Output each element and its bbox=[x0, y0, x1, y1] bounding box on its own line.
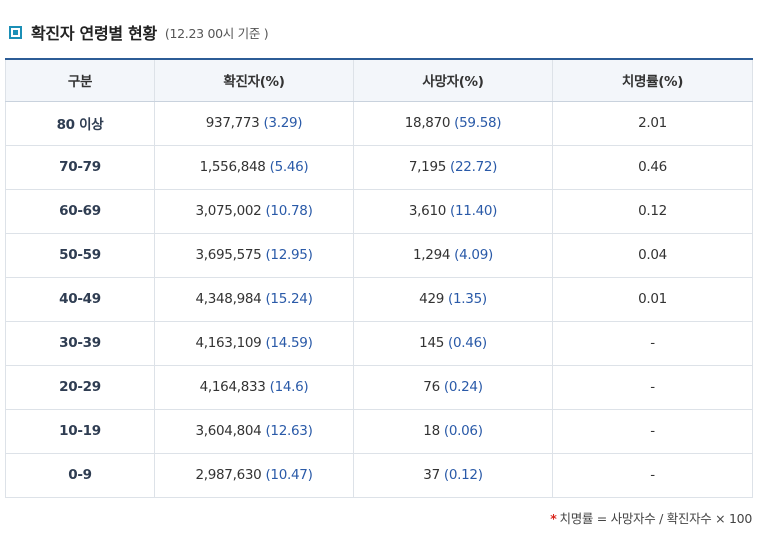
deaths-percent: (22.72) bbox=[450, 159, 498, 175]
cases-percent: (3.29) bbox=[263, 115, 303, 131]
deaths-count: 18,870 bbox=[404, 115, 451, 131]
section-header: 확진자 연령별 현황 (12.23 00시 기준 ) bbox=[9, 20, 269, 44]
cell-fatality-rate: - bbox=[552, 364, 753, 410]
cell-cases: 3,075,002 (10.78) bbox=[154, 188, 354, 234]
column-header-cases: 확진자(%) bbox=[154, 58, 354, 102]
deaths-percent: (59.58) bbox=[454, 115, 502, 131]
cases-percent: (14.6) bbox=[269, 379, 309, 395]
table-row: 20-29 4,164,833 (14.6) 76 (0.24) - bbox=[5, 364, 753, 410]
cell-fatality-rate: 0.46 bbox=[552, 144, 753, 190]
cell-deaths: 18,870 (59.58) bbox=[353, 100, 553, 146]
cell-deaths: 429 (1.35) bbox=[353, 276, 553, 322]
cell-deaths: 76 (0.24) bbox=[353, 364, 553, 410]
cell-deaths: 1,294 (4.09) bbox=[353, 232, 553, 278]
cases-count: 1,556,848 bbox=[199, 159, 266, 175]
deaths-count: 7,195 bbox=[408, 159, 447, 175]
cell-deaths: 7,195 (22.72) bbox=[353, 144, 553, 190]
cell-age-group: 0-9 bbox=[5, 452, 155, 498]
cell-fatality-rate: - bbox=[552, 320, 753, 366]
section-title: 확진자 연령별 현황 bbox=[31, 24, 157, 43]
cases-percent: (10.47) bbox=[265, 467, 313, 483]
footnote: * 치명률 = 사망자수 / 확진자수 × 100 bbox=[550, 508, 752, 527]
cases-count: 3,075,002 bbox=[195, 203, 262, 219]
cases-count: 4,348,984 bbox=[195, 291, 262, 307]
cases-count: 4,163,109 bbox=[195, 335, 262, 351]
cases-percent: (12.63) bbox=[265, 423, 313, 439]
cell-deaths: 18 (0.06) bbox=[353, 408, 553, 454]
deaths-percent: (0.12) bbox=[443, 467, 483, 483]
cell-cases: 4,163,109 (14.59) bbox=[154, 320, 354, 366]
cell-fatality-rate: 2.01 bbox=[552, 100, 753, 146]
cell-age-group: 10-19 bbox=[5, 408, 155, 454]
cell-age-group: 70-79 bbox=[5, 144, 155, 190]
table-body: 80 이상 937,773 (3.29) 18,870 (59.58) 2.01 70-… bbox=[5, 100, 753, 498]
cell-age-group: 80 이상 bbox=[5, 100, 155, 146]
cell-fatality-rate: 0.12 bbox=[552, 188, 753, 234]
deaths-count: 3,610 bbox=[408, 203, 447, 219]
section-subtitle: (12.23 00시 기준 ) bbox=[164, 25, 269, 41]
deaths-percent: (0.24) bbox=[443, 379, 483, 395]
deaths-count: 76 bbox=[423, 379, 440, 395]
cases-percent: (10.78) bbox=[265, 203, 313, 219]
table-row: 10-19 3,604,804 (12.63) 18 (0.06) - bbox=[5, 408, 753, 454]
column-header-deaths: 사망자(%) bbox=[353, 58, 553, 102]
deaths-count: 1,294 bbox=[413, 247, 451, 263]
deaths-percent: (4.09) bbox=[454, 247, 493, 263]
cell-fatality-rate: - bbox=[552, 408, 753, 454]
cases-percent: (15.24) bbox=[265, 291, 313, 307]
cell-fatality-rate: 0.04 bbox=[552, 232, 753, 278]
cell-deaths: 145 (0.46) bbox=[353, 320, 553, 366]
cell-cases: 3,604,804 (12.63) bbox=[154, 408, 354, 454]
table-row: 40-49 4,348,984 (15.24) 429 (1.35) 0.01 bbox=[5, 276, 753, 322]
cases-count: 3,604,804 bbox=[195, 423, 262, 439]
cell-cases: 1,556,848 (5.46) bbox=[154, 144, 354, 190]
table-header-row: 구분 확진자(%) 사망자(%) 치명률(%) bbox=[5, 58, 753, 102]
deaths-percent: (1.35) bbox=[448, 291, 487, 307]
cases-count: 4,164,833 bbox=[199, 379, 266, 395]
deaths-percent: (11.40) bbox=[450, 203, 498, 219]
table-row: 80 이상 937,773 (3.29) 18,870 (59.58) 2.01 bbox=[5, 100, 753, 146]
table-row: 0-9 2,987,630 (10.47) 37 (0.12) - bbox=[5, 452, 753, 498]
column-header-fatality: 치명률(%) bbox=[552, 58, 753, 102]
cell-age-group: 20-29 bbox=[5, 364, 155, 410]
cell-cases: 4,348,984 (15.24) bbox=[154, 276, 354, 322]
cases-count: 937,773 bbox=[205, 115, 260, 131]
deaths-percent: (0.46) bbox=[448, 335, 487, 351]
cell-deaths: 37 (0.12) bbox=[353, 452, 553, 498]
footnote-text: 치명률 = 사망자수 / 확진자수 × 100 bbox=[559, 511, 753, 526]
deaths-count: 18 bbox=[423, 423, 440, 439]
table-row: 30-39 4,163,109 (14.59) 145 (0.46) - bbox=[5, 320, 753, 366]
column-header-group: 구분 bbox=[5, 58, 155, 102]
cases-percent: (12.95) bbox=[265, 247, 313, 263]
deaths-count: 145 bbox=[419, 335, 445, 351]
cases-percent: (5.46) bbox=[269, 159, 309, 175]
deaths-count: 37 bbox=[423, 467, 440, 483]
cases-percent: (14.59) bbox=[265, 335, 313, 351]
table-row: 70-79 1,556,848 (5.46) 7,195 (22.72) 0.46 bbox=[5, 144, 753, 190]
cases-count: 2,987,630 bbox=[195, 467, 262, 483]
table-row: 60-69 3,075,002 (10.78) 3,610 (11.40) 0.12 bbox=[5, 188, 753, 234]
cell-deaths: 3,610 (11.40) bbox=[353, 188, 553, 234]
cell-age-group: 60-69 bbox=[5, 188, 155, 234]
footnote-marker: * bbox=[550, 511, 557, 526]
cell-age-group: 40-49 bbox=[5, 276, 155, 322]
cell-age-group: 50-59 bbox=[5, 232, 155, 278]
cell-age-group: 30-39 bbox=[5, 320, 155, 366]
age-stats-table: 구분 확진자(%) 사망자(%) 치명률(%) 80 이상 937,773 (3.… bbox=[5, 58, 753, 498]
cell-cases: 937,773 (3.29) bbox=[154, 100, 354, 146]
cell-fatality-rate: 0.01 bbox=[552, 276, 753, 322]
cell-cases: 2,987,630 (10.47) bbox=[154, 452, 354, 498]
deaths-count: 429 bbox=[419, 291, 445, 307]
cell-cases: 4,164,833 (14.6) bbox=[154, 364, 354, 410]
table-row: 50-59 3,695,575 (12.95) 1,294 (4.09) 0.04 bbox=[5, 232, 753, 278]
cell-cases: 3,695,575 (12.95) bbox=[154, 232, 354, 278]
deaths-percent: (0.06) bbox=[443, 423, 483, 439]
cases-count: 3,695,575 bbox=[195, 247, 262, 263]
cell-fatality-rate: - bbox=[552, 452, 753, 498]
square-bullet-icon bbox=[9, 25, 22, 39]
